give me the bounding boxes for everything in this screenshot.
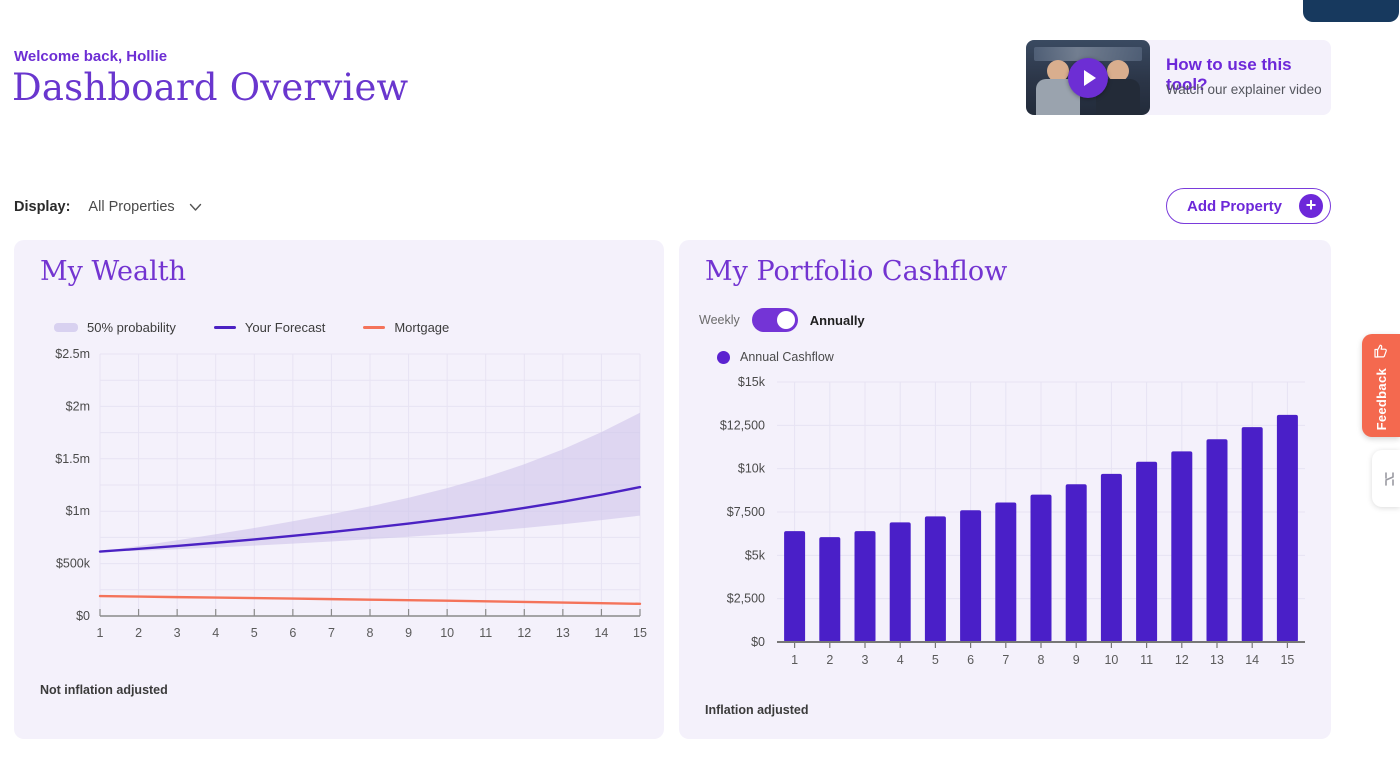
toggle-annually-label[interactable]: Annually	[809, 312, 865, 328]
side-widget[interactable]	[1372, 450, 1400, 507]
display-filter-label: Display:	[14, 199, 71, 215]
wealth-legend: 50% probability Your Forecast Mortgage	[54, 320, 449, 335]
svg-text:11: 11	[479, 626, 492, 640]
legend-item-mortgage: Mortgage	[363, 320, 449, 335]
svg-text:$5k: $5k	[745, 548, 766, 562]
add-property-button[interactable]: Add Property +	[1166, 188, 1331, 224]
svg-text:8: 8	[367, 626, 374, 640]
svg-text:13: 13	[556, 626, 570, 640]
cashflow-legend: Annual Cashflow	[717, 350, 834, 364]
feedback-label: Feedback	[1373, 368, 1389, 431]
svg-text:$1m: $1m	[66, 504, 90, 518]
svg-text:11: 11	[1140, 653, 1153, 667]
svg-text:12: 12	[1175, 653, 1189, 667]
line-swatch-icon	[363, 326, 386, 329]
wealth-footnote: Not inflation adjusted	[40, 683, 168, 697]
svg-text:$15k: $15k	[738, 375, 766, 389]
feedback-tab[interactable]: Feedback	[1362, 334, 1400, 437]
thumbs-up-icon	[1373, 343, 1390, 364]
svg-text:7: 7	[1002, 653, 1009, 667]
display-filter-value[interactable]: All Properties	[88, 199, 175, 215]
svg-text:$2.5m: $2.5m	[55, 347, 90, 361]
hidden-widget-icon	[1385, 471, 1394, 486]
presenter-right	[1107, 60, 1129, 82]
wealth-chart: $0 $500k $1m $1.5m $2m $2.5m 1 2 3 4 5 6 7 8 9 10 11 12 13…	[26, 344, 652, 661]
svg-text:14: 14	[594, 626, 608, 640]
dot-swatch-icon	[717, 350, 730, 364]
cashflow-chart: $0 $2,500 $5k $7,500 $10k $12,500 $15k 1 2 3 4 5 6 7 8…	[691, 368, 1319, 691]
band-swatch-icon	[54, 323, 78, 332]
toggle-knob	[776, 311, 795, 329]
svg-text:$7,500: $7,500	[727, 505, 765, 519]
period-toggle-row: Weekly Annually	[699, 308, 865, 332]
legend-label: 50% probability	[87, 320, 176, 335]
legend-item-forecast: Your Forecast	[213, 320, 326, 335]
cashflow-card: My Portfolio Cashflow Weekly Annually An…	[679, 240, 1331, 739]
svg-text:$2,500: $2,500	[727, 592, 765, 606]
svg-text:6: 6	[967, 653, 974, 667]
legend-label: Mortgage	[394, 320, 450, 335]
svg-text:1: 1	[791, 653, 798, 667]
toggle-weekly-label[interactable]: Weekly	[699, 313, 740, 327]
svg-text:$1.5m: $1.5m	[55, 452, 90, 466]
svg-text:12: 12	[517, 626, 531, 640]
svg-text:2: 2	[826, 653, 833, 667]
svg-text:2: 2	[135, 626, 142, 640]
explainer-video-card[interactable]: How to use this tool? Watch our explaine…	[1026, 40, 1331, 115]
svg-text:15: 15	[1280, 653, 1294, 667]
svg-text:7: 7	[328, 626, 335, 640]
page-title: Dashboard Overview	[12, 66, 409, 109]
cashflow-footnote: Inflation adjusted	[705, 703, 809, 717]
svg-text:10: 10	[1104, 653, 1118, 667]
legend-item-probability: 50% probability	[54, 320, 176, 335]
line-swatch-icon	[213, 326, 236, 329]
svg-text:5: 5	[251, 626, 258, 640]
svg-text:8: 8	[1038, 653, 1045, 667]
add-property-label: Add Property	[1187, 197, 1283, 215]
svg-text:4: 4	[212, 626, 219, 640]
cashflow-card-title: My Portfolio Cashflow	[705, 256, 1008, 287]
video-thumbnail[interactable]	[1026, 40, 1150, 115]
svg-text:4: 4	[897, 653, 904, 667]
svg-text:5: 5	[932, 653, 939, 667]
svg-text:$2m: $2m	[66, 399, 90, 413]
svg-text:3: 3	[174, 626, 181, 640]
presenter-left	[1047, 60, 1069, 82]
svg-text:15: 15	[633, 626, 647, 640]
video-thumbnail-backdrop	[1034, 47, 1142, 61]
svg-text:1: 1	[97, 626, 104, 640]
legend-label: Your Forecast	[244, 320, 326, 335]
svg-text:14: 14	[1245, 653, 1259, 667]
period-toggle[interactable]	[751, 308, 798, 332]
play-icon[interactable]	[1068, 57, 1108, 98]
plus-icon: +	[1299, 194, 1323, 218]
svg-text:$500k: $500k	[56, 557, 91, 571]
chevron-down-icon[interactable]	[189, 203, 202, 212]
legend-label: Annual Cashflow	[740, 350, 834, 364]
svg-text:$0: $0	[76, 609, 90, 623]
svg-text:9: 9	[1073, 653, 1080, 667]
svg-text:13: 13	[1210, 653, 1224, 667]
svg-text:$0: $0	[751, 635, 765, 649]
help-card-subtitle: Watch our explainer video	[1166, 82, 1322, 97]
svg-text:6: 6	[289, 626, 296, 640]
account-button[interactable]	[1303, 0, 1399, 22]
help-card-title: How to use this tool?	[1166, 55, 1292, 94]
svg-text:3: 3	[862, 653, 869, 667]
welcome-text: Welcome back, Hollie	[14, 48, 168, 65]
svg-text:10: 10	[440, 626, 454, 640]
display-filter: Display: All Properties	[14, 196, 202, 218]
svg-text:$12,500: $12,500	[720, 418, 765, 432]
svg-text:$10k: $10k	[738, 462, 766, 476]
svg-text:9: 9	[405, 626, 412, 640]
wealth-card-title: My Wealth	[40, 256, 186, 287]
wealth-card: My Wealth 50% probability Your Forecast …	[14, 240, 664, 739]
